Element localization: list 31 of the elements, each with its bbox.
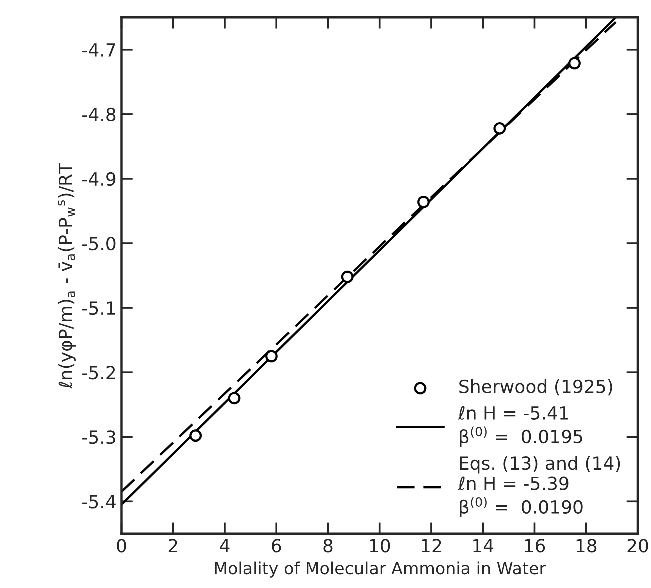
- x-tick-label: 4: [220, 539, 230, 552]
- x-tick-label: 20: [628, 539, 648, 553]
- x-axis-title: Molality of Molecular Ammonia in Water: [215, 562, 546, 578]
- x-tick-label: 8: [324, 539, 333, 553]
- y-tick-label: -4.8: [82, 108, 116, 122]
- point: [228, 392, 241, 405]
- y-tick-label: -5.1: [82, 302, 116, 316]
- legend-label: Sherwood (1925): [460, 380, 612, 396]
- y-tick-label: -5.0: [82, 236, 116, 251]
- point: [341, 270, 354, 284]
- legend-label: Eqs. (13) and (14) ℓn H = -5.39 β$^{(0)}$ = 0.0190: [458, 456, 620, 518]
- point: [418, 196, 430, 208]
- point: [266, 350, 278, 363]
- y-tick-label: -5.4: [82, 495, 116, 509]
- x-tick-label: 0: [117, 539, 126, 553]
- y-tick-label: -5.3: [82, 430, 116, 444]
- x-tick-label: 16: [525, 539, 546, 553]
- point: [568, 57, 581, 70]
- y-tick-label: -4.9: [82, 172, 116, 186]
- x-tick-label: 6: [272, 539, 282, 553]
- y-axis-title: ℓn(yφP/m)$_{a}$ - v̄$_{a}$(P-P$_{w}$$^{s}$)/RT: [58, 162, 76, 389]
- point: [494, 122, 506, 135]
- x-tick-label: 12: [422, 539, 442, 552]
- y-tick-label: -4.7: [82, 44, 116, 57]
- y-tick-label: -5.2: [82, 366, 116, 380]
- x-tick-label: 14: [474, 539, 494, 552]
- x-tick-label: 10: [370, 539, 390, 553]
- x-tick-label: 2: [168, 539, 178, 552]
- point: [190, 430, 202, 442]
- legend-label: ℓn H = -5.41 β$^{(0)}$ = 0.0195: [458, 406, 582, 448]
- x-tick-label: 18: [576, 539, 597, 553]
